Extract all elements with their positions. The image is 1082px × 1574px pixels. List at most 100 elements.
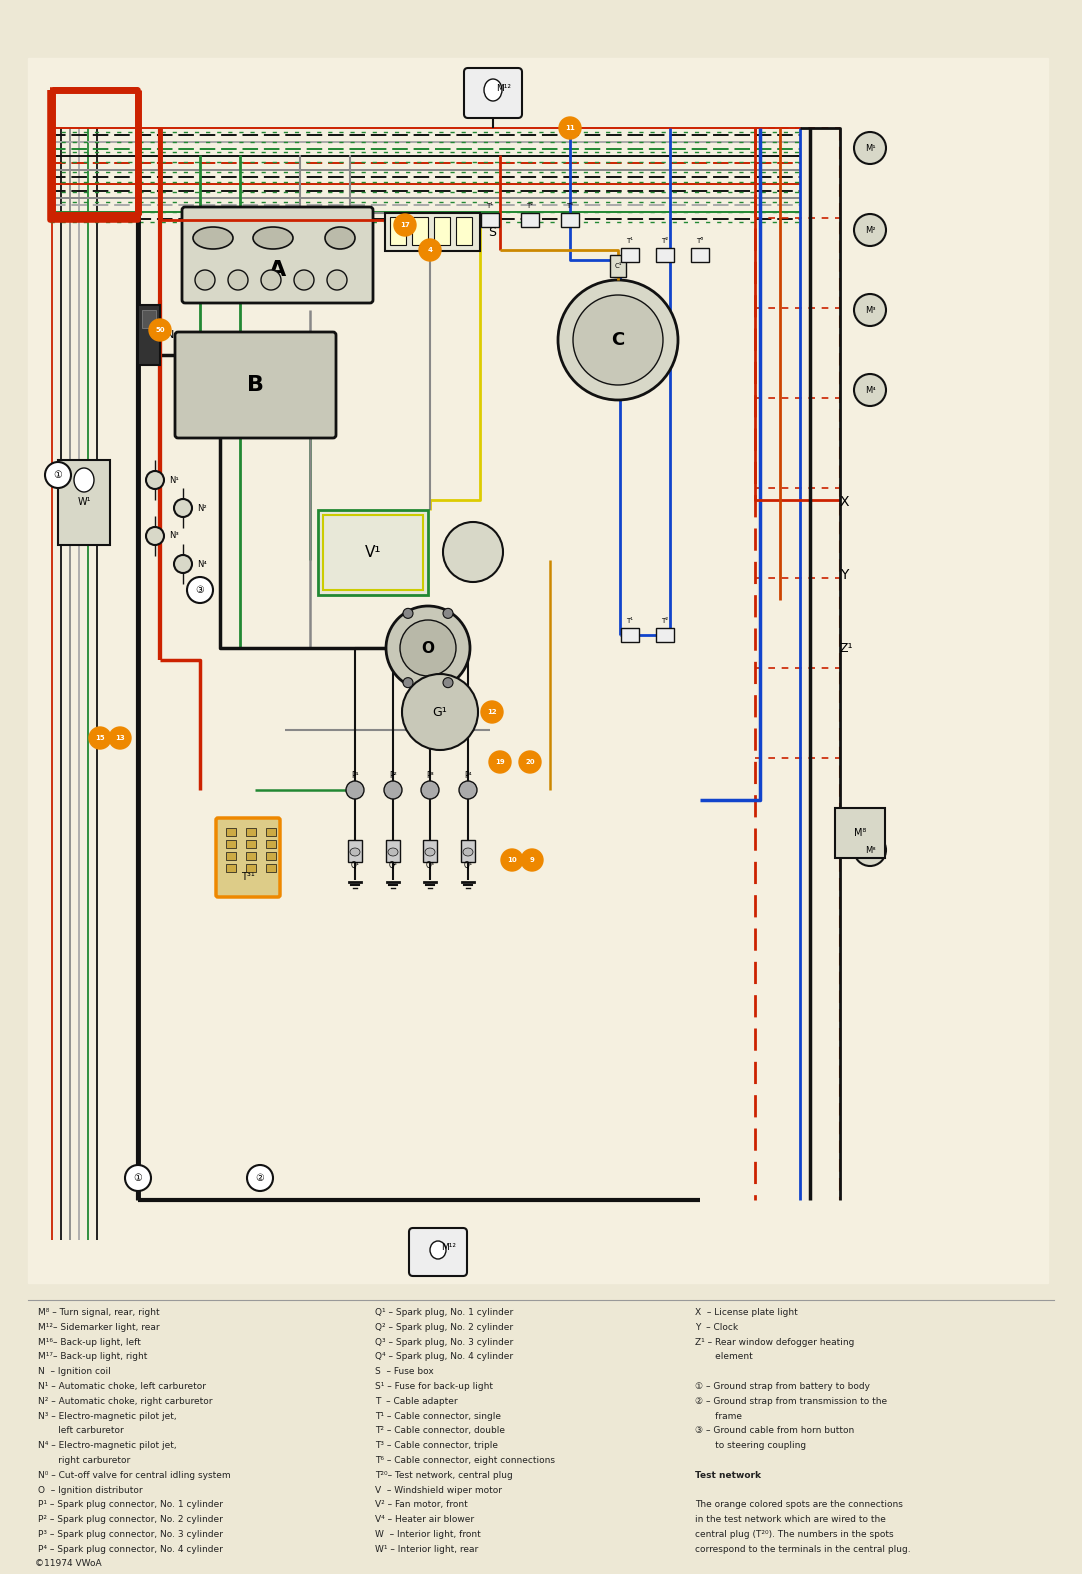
Text: T  – Cable adapter: T – Cable adapter — [375, 1396, 458, 1406]
Ellipse shape — [193, 227, 233, 249]
Bar — [610, 255, 626, 277]
Text: N⁴ – Electro-magnetic pilot jet,: N⁴ – Electro-magnetic pilot jet, — [38, 1442, 176, 1450]
Ellipse shape — [325, 227, 355, 249]
Text: P¹ – Spark plug connector, No. 1 cylinder: P¹ – Spark plug connector, No. 1 cylinde… — [38, 1500, 223, 1509]
Bar — [324, 515, 423, 590]
Circle shape — [443, 678, 453, 688]
Text: M¹⁶– Back-up light, left: M¹⁶– Back-up light, left — [38, 1338, 141, 1347]
Text: T³: T³ — [567, 203, 573, 209]
Text: 4: 4 — [427, 247, 433, 253]
Text: 10: 10 — [507, 856, 517, 863]
Circle shape — [126, 1165, 151, 1192]
Text: V⁴ – Heater air blower: V⁴ – Heater air blower — [375, 1516, 474, 1524]
Text: 17: 17 — [400, 222, 410, 228]
Text: M¹: M¹ — [865, 143, 875, 153]
Bar — [348, 841, 362, 863]
Bar — [385, 212, 480, 250]
Text: M¹²: M¹² — [441, 1243, 457, 1251]
Text: ③ – Ground cable from horn button: ③ – Ground cable from horn button — [695, 1426, 855, 1435]
Circle shape — [146, 471, 164, 490]
Text: N³ – Electro-magnetic pilot jet,: N³ – Electro-magnetic pilot jet, — [38, 1412, 176, 1421]
Text: M⁸: M⁸ — [854, 828, 867, 837]
Ellipse shape — [253, 227, 293, 249]
Text: T¹: T¹ — [487, 203, 493, 209]
Circle shape — [195, 271, 215, 290]
Text: N⁴: N⁴ — [197, 559, 207, 568]
Circle shape — [854, 132, 886, 164]
Text: O: O — [422, 641, 435, 655]
Text: W¹ – Interior light, rear: W¹ – Interior light, rear — [375, 1544, 478, 1554]
Text: M³: M³ — [865, 305, 875, 315]
Ellipse shape — [349, 848, 360, 856]
Text: N² – Automatic choke, right carburetor: N² – Automatic choke, right carburetor — [38, 1396, 212, 1406]
Text: ©11974 VWoA: ©11974 VWoA — [35, 1558, 102, 1568]
Text: Z¹: Z¹ — [840, 642, 854, 655]
Bar — [226, 864, 236, 872]
Text: N: N — [166, 331, 174, 340]
Bar — [621, 249, 639, 261]
Ellipse shape — [463, 848, 473, 856]
Bar — [226, 841, 236, 848]
Bar — [246, 841, 256, 848]
Circle shape — [854, 834, 886, 866]
Text: P³: P³ — [426, 771, 434, 781]
Text: 11: 11 — [565, 124, 575, 131]
Text: Y: Y — [840, 568, 848, 582]
Text: correspond to the terminals in the central plug.: correspond to the terminals in the centr… — [695, 1544, 911, 1554]
Text: T⁶ – Cable connector, eight connections: T⁶ – Cable connector, eight connections — [375, 1456, 555, 1465]
Ellipse shape — [74, 467, 94, 493]
Circle shape — [109, 727, 131, 749]
Text: B: B — [247, 375, 264, 395]
Text: T² – Cable connector, double: T² – Cable connector, double — [375, 1426, 505, 1435]
Text: T³¹: T³¹ — [241, 872, 255, 881]
Circle shape — [346, 781, 364, 800]
Text: ①: ① — [133, 1173, 143, 1184]
Text: Test network: Test network — [695, 1470, 761, 1480]
Text: V  – Windshield wiper motor: V – Windshield wiper motor — [375, 1486, 502, 1495]
Circle shape — [403, 609, 413, 619]
Bar — [226, 828, 236, 836]
FancyBboxPatch shape — [409, 1228, 467, 1277]
Text: ①: ① — [54, 471, 63, 480]
Text: Q⁴ – Spark plug, No. 4 cylinder: Q⁴ – Spark plug, No. 4 cylinder — [375, 1352, 513, 1362]
FancyBboxPatch shape — [216, 818, 280, 897]
Bar — [691, 249, 709, 261]
Text: N  – Ignition coil: N – Ignition coil — [38, 1368, 110, 1376]
Circle shape — [443, 523, 503, 582]
Circle shape — [421, 781, 439, 800]
Circle shape — [384, 781, 403, 800]
Text: N¹: N¹ — [169, 475, 179, 485]
Text: Q³ – Spark plug, No. 3 cylinder: Q³ – Spark plug, No. 3 cylinder — [375, 1338, 513, 1347]
Circle shape — [247, 1165, 273, 1192]
Text: M²: M² — [865, 225, 875, 235]
Bar — [481, 212, 499, 227]
Bar — [656, 249, 674, 261]
Bar — [318, 510, 428, 595]
Text: N³: N³ — [169, 532, 179, 540]
Text: M¹²: M¹² — [497, 83, 512, 93]
Circle shape — [558, 280, 678, 400]
Bar — [226, 852, 236, 859]
Text: 12: 12 — [487, 708, 497, 715]
Text: W¹: W¹ — [77, 497, 91, 507]
Text: P³ – Spark plug connector, No. 3 cylinder: P³ – Spark plug connector, No. 3 cylinde… — [38, 1530, 223, 1539]
Text: T²: T² — [527, 203, 533, 209]
Bar — [560, 212, 579, 227]
Circle shape — [854, 294, 886, 326]
Bar — [246, 828, 256, 836]
Text: 15: 15 — [95, 735, 105, 741]
Circle shape — [294, 271, 314, 290]
Text: Q² – Spark plug, No. 2 cylinder: Q² – Spark plug, No. 2 cylinder — [375, 1322, 513, 1332]
Text: T²: T² — [661, 619, 669, 623]
Circle shape — [45, 463, 71, 488]
Text: to steering coupling: to steering coupling — [695, 1442, 806, 1450]
Bar — [58, 460, 110, 545]
Text: in the test network which are wired to the: in the test network which are wired to t… — [695, 1516, 886, 1524]
Text: The orange colored spots are the connections: The orange colored spots are the connect… — [695, 1500, 902, 1509]
Text: A: A — [268, 260, 286, 280]
Bar — [461, 841, 475, 863]
Text: N⁰ – Cut-off valve for central idling system: N⁰ – Cut-off valve for central idling sy… — [38, 1470, 230, 1480]
Text: S  – Fuse box: S – Fuse box — [375, 1368, 434, 1376]
Bar — [266, 828, 276, 836]
Bar — [522, 212, 539, 227]
